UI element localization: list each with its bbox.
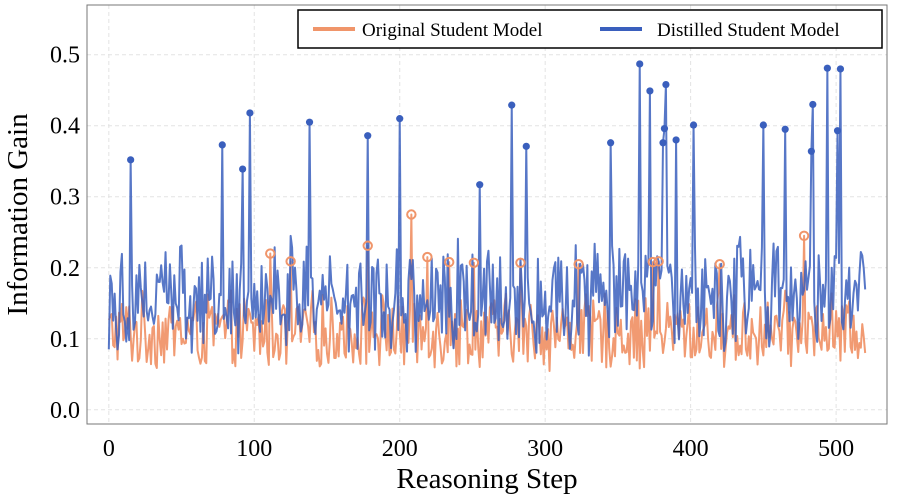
peak-marker-distilled [781,125,789,133]
peak-marker-distilled [759,121,767,129]
peak-marker-distilled [660,124,669,133]
peak-marker-distilled [246,109,254,117]
peak-marker-distilled [672,136,680,144]
peak-marker-distilled [522,142,530,150]
peak-marker-original [422,251,433,263]
peak-marker-original [798,230,810,242]
peak-marker-original [362,240,373,251]
peak-marker-distilled [218,141,226,149]
peak-marker-distilled [823,64,831,72]
peak-marker-original [515,257,526,268]
y-tick-label: 0.1 [50,327,80,353]
peak-marker-distilled [836,65,845,73]
x-tick-label: 300 [527,436,563,462]
peak-marker-distilled [646,87,654,95]
legend-box [297,9,883,49]
x-axis-ticks: 0 100 200 300 400 500 [103,436,854,462]
peak-markers [127,60,845,270]
peak-marker-distilled [607,139,615,147]
series-layer [107,62,867,372]
peak-marker-distilled [659,139,667,147]
legend-label-distilled: Distilled Student Model [657,20,840,41]
peak-marker-distilled [636,60,644,68]
y-axis-ticks: 0.0 0.1 0.2 0.3 0.4 0.5 [50,43,80,424]
y-tick-label: 0.4 [50,114,80,140]
peak-marker-original [285,256,296,267]
y-tick-label: 0.2 [50,256,80,282]
peak-marker-distilled [305,118,314,126]
peak-marker-distilled [809,100,817,109]
series-line-original [107,213,867,372]
peak-marker-distilled [833,127,842,135]
peak-marker-distilled [364,132,372,140]
peak-marker-original [647,256,659,268]
peak-marker-original [406,209,417,220]
peak-marker-distilled [662,80,670,89]
peak-marker-distilled [689,121,698,129]
peak-marker-distilled [476,181,484,189]
x-axis-title: Reasoning Step [396,463,577,495]
peak-marker-distilled [127,156,135,164]
peak-marker-distilled [807,147,815,155]
x-tick-label: 0 [103,436,115,462]
x-tick-label: 200 [382,436,418,462]
x-tick-label: 500 [818,436,854,462]
peak-marker-distilled [508,101,516,109]
y-axis-title: Information Gain [2,113,34,316]
y-tick-label: 0.3 [50,185,80,211]
plot-frame [86,4,888,425]
x-tick-label: 100 [236,436,272,462]
peak-marker-original [443,256,455,268]
peak-marker-original [265,248,276,259]
series-line-distilled [107,62,867,357]
legend-label-original: Original Student Model [362,20,542,41]
x-tick-label: 400 [673,436,709,462]
peak-marker-distilled [396,115,404,123]
peak-marker-original [573,259,584,270]
y-tick-label: 0.0 [50,398,80,424]
peak-marker-original [468,257,480,268]
peak-marker-original [714,259,725,270]
y-tick-label: 0.5 [50,43,80,69]
legend: Original Student Model Distilled Student… [297,9,883,49]
peak-marker-distilled [239,165,247,173]
peak-marker-original [653,256,664,267]
